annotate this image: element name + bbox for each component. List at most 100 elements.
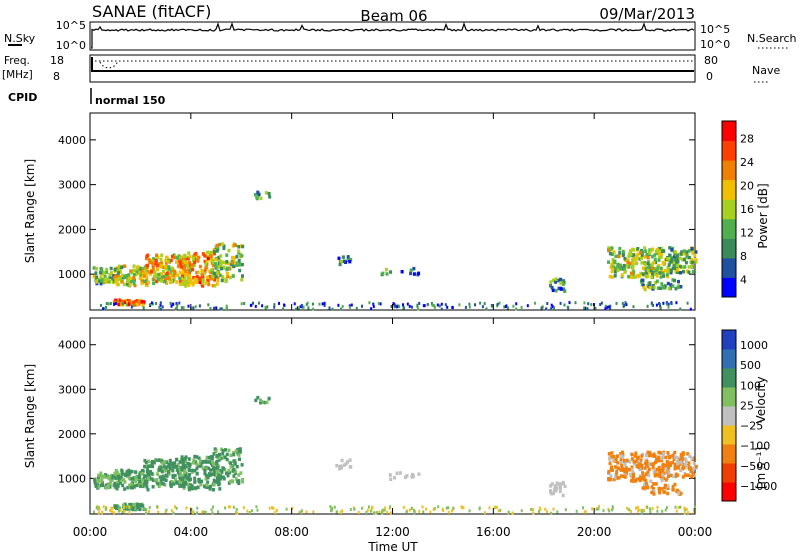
range-time-cell xyxy=(285,507,288,511)
range-time-cell xyxy=(140,281,144,286)
range-time-cell xyxy=(224,279,228,283)
range-time-cell xyxy=(139,484,143,489)
range-time-cell xyxy=(663,284,667,288)
range-time-cell xyxy=(187,283,191,287)
range-time-cell xyxy=(657,456,661,460)
range-time-cell xyxy=(645,453,649,458)
range-time-cell xyxy=(660,487,664,491)
range-time-cell xyxy=(512,304,515,308)
range-time-cell xyxy=(194,255,198,260)
range-time-cell xyxy=(660,468,664,473)
range-time-cell xyxy=(679,460,683,465)
range-time-cell xyxy=(690,456,694,460)
range-time-cell xyxy=(440,307,443,311)
range-time-cell xyxy=(546,510,549,514)
range-time-cell xyxy=(232,505,235,509)
range-time-cell xyxy=(196,259,200,263)
range-time-cell xyxy=(219,307,222,311)
range-time-cell xyxy=(171,474,175,479)
range-time-cell xyxy=(180,455,184,459)
range-time-cell xyxy=(341,255,345,259)
range-time-cell xyxy=(151,485,155,489)
range-time-cell xyxy=(609,474,613,478)
range-time-cell xyxy=(252,301,254,305)
range-time-cell xyxy=(341,509,343,513)
range-time-cell xyxy=(166,260,170,264)
range-time-cell xyxy=(232,467,236,472)
range-time-cell xyxy=(159,466,163,470)
range-time-cell xyxy=(134,268,138,273)
range-time-cell xyxy=(390,305,393,308)
range-time-cell xyxy=(491,304,494,308)
range-time-cell xyxy=(191,255,195,259)
range-time-cell xyxy=(680,250,684,254)
cpid-label: CPID xyxy=(8,91,37,104)
range-time-cell xyxy=(667,286,671,291)
range-time-cell xyxy=(658,247,661,251)
beam-title: Beam 06 xyxy=(360,7,427,25)
range-time-cell xyxy=(444,303,447,307)
range-time-cell xyxy=(411,305,413,309)
range-time-cell xyxy=(643,262,647,266)
range-time-cell xyxy=(685,250,689,254)
range-time-cell xyxy=(145,508,148,512)
range-time-cell xyxy=(200,268,204,273)
range-time-cell xyxy=(616,268,620,272)
range-time-cell xyxy=(96,475,100,480)
range-time-cell xyxy=(178,301,181,305)
range-time-cell xyxy=(433,304,436,308)
range-time-cell xyxy=(627,254,631,258)
range-time-cell xyxy=(150,258,154,263)
range-time-cell xyxy=(562,287,565,291)
range-time-cell xyxy=(130,469,134,474)
range-time-cell xyxy=(197,255,201,260)
range-time-cell xyxy=(114,274,118,279)
range-time-cell xyxy=(217,258,221,263)
range-time-cell xyxy=(132,485,136,489)
range-time-cell xyxy=(608,457,612,461)
range-time-cell xyxy=(168,270,172,274)
range-time-cell xyxy=(673,455,677,459)
range-time-cell xyxy=(654,281,658,285)
range-time-cell xyxy=(190,265,194,269)
range-time-cell xyxy=(641,272,645,276)
range-time-cell xyxy=(631,476,635,480)
range-time-cell xyxy=(189,267,193,271)
range-time-cell xyxy=(185,263,189,268)
range-time-cell xyxy=(142,306,145,310)
range-time-cell xyxy=(121,273,125,278)
range-time-cell xyxy=(159,301,162,305)
range-time-cell xyxy=(639,271,643,276)
range-time-cell xyxy=(626,506,629,510)
range-time-cell xyxy=(609,306,612,310)
range-time-cell xyxy=(135,502,139,506)
range-time-cell xyxy=(683,508,686,512)
range-time-cell xyxy=(671,284,675,288)
range-time-cell xyxy=(192,258,195,263)
range-time-cell xyxy=(185,506,188,510)
range-time-cell xyxy=(170,254,174,259)
range-time-cell xyxy=(393,476,396,480)
range-time-cell xyxy=(215,282,219,286)
range-time-cell xyxy=(637,460,641,465)
range-time-cell xyxy=(203,271,207,275)
range-time-cell xyxy=(678,256,682,260)
range-time-cell xyxy=(182,279,186,283)
range-time-cell xyxy=(159,257,163,262)
range-time-cell xyxy=(661,271,665,275)
range-time-cell xyxy=(667,474,670,478)
range-time-cell xyxy=(192,306,195,310)
range-time-cell xyxy=(140,300,144,304)
range-time-cell xyxy=(172,511,175,515)
range-time-cell xyxy=(669,270,673,275)
range-time-cell xyxy=(640,476,644,481)
range-time-cell xyxy=(141,303,145,307)
range-time-cell xyxy=(152,257,155,261)
range-time-cell xyxy=(623,458,627,463)
range-time-cell xyxy=(650,266,654,271)
range-time-cell xyxy=(685,252,689,257)
range-time-cell xyxy=(157,458,161,462)
range-time-cell xyxy=(640,278,644,282)
range-time-cell xyxy=(691,250,695,255)
range-time-cell xyxy=(630,452,634,457)
